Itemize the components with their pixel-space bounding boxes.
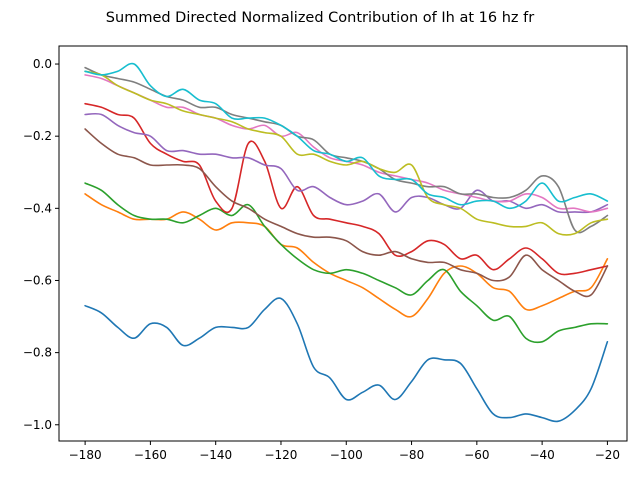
x-tick-label-4: −100 (330, 448, 363, 462)
series-line-6 (84, 128, 609, 298)
series-line-8 (84, 66, 609, 234)
series-line-1 (84, 297, 609, 423)
x-tick-label-2: −140 (199, 448, 232, 462)
x-tick-label-1: −160 (134, 448, 167, 462)
x-tick-label-7: −40 (529, 448, 554, 462)
y-tick-label-1: −0.2 (23, 129, 52, 143)
axes-layer: −180 −160 −140 −120 −100 −80 −60 −40 −20 0.0 −0.2 −… (23, 45, 628, 462)
plot-frame (58, 45, 628, 442)
x-tick-label-6: −60 (464, 448, 489, 462)
series-line-4 (84, 102, 609, 276)
y-tick-label-4: −0.8 (23, 346, 52, 360)
series-line-10 (84, 62, 609, 210)
series-line-5 (84, 112, 609, 214)
series-line-3 (84, 182, 609, 344)
x-tick-label-5: −80 (399, 448, 424, 462)
y-tick-label-3: −0.6 (23, 273, 52, 287)
y-tick-label-2: −0.4 (23, 201, 52, 215)
series-layer (84, 62, 609, 423)
y-tick-label-5: −1.0 (23, 418, 52, 432)
x-tick-label-8: −20 (595, 448, 620, 462)
series-line-9 (84, 70, 609, 236)
y-tick-label-0: 0.0 (33, 57, 52, 71)
x-tick-label-3: −120 (264, 448, 297, 462)
x-tick-label-0: −180 (69, 448, 102, 462)
series-line-2 (84, 193, 609, 318)
chart-title: Summed Directed Normalized Contribution … (106, 10, 534, 26)
